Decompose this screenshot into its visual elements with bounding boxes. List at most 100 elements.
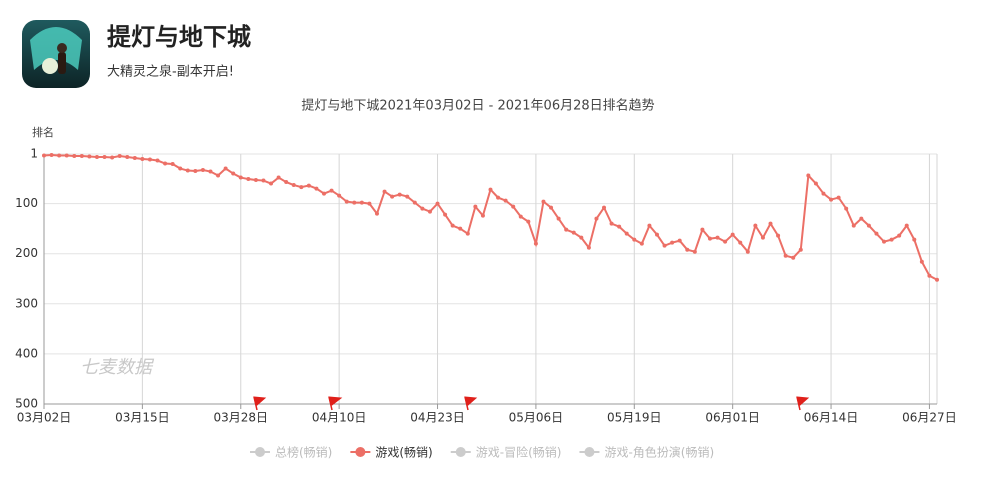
data-point xyxy=(549,205,554,210)
data-point xyxy=(163,161,168,166)
data-point xyxy=(753,223,758,228)
data-point xyxy=(359,200,364,205)
data-point xyxy=(117,154,122,159)
data-point xyxy=(859,216,864,221)
data-point xyxy=(140,157,145,162)
data-point xyxy=(692,249,697,254)
data-point xyxy=(866,223,871,228)
data-point xyxy=(624,231,629,236)
data-point xyxy=(935,277,939,282)
y-tick-label: 100 xyxy=(15,196,38,210)
data-point xyxy=(178,166,183,171)
data-point xyxy=(193,169,198,174)
x-tick-label: 06月14日 xyxy=(804,411,859,425)
flag xyxy=(464,396,478,411)
data-point xyxy=(344,199,349,204)
legend-item[interactable]: 游戏-冒险(畅销) xyxy=(450,445,562,460)
x-tick-label: 04月23日 xyxy=(410,411,465,425)
data-point xyxy=(337,193,342,198)
data-point xyxy=(844,206,849,211)
data-point xyxy=(42,153,46,158)
data-point xyxy=(238,175,243,180)
data-point xyxy=(397,192,402,197)
data-point xyxy=(647,223,652,228)
data-point xyxy=(723,239,728,244)
data-point xyxy=(367,201,372,206)
data-point xyxy=(427,209,432,214)
data-point xyxy=(306,183,311,188)
data-point xyxy=(458,226,463,231)
data-point xyxy=(662,243,667,248)
data-point xyxy=(57,153,62,158)
y-tick-label: 300 xyxy=(15,296,38,310)
data-point xyxy=(791,255,796,260)
data-point xyxy=(715,235,720,240)
data-point xyxy=(64,153,69,158)
data-point xyxy=(813,181,818,186)
watermark: 七麦数据 xyxy=(80,357,155,378)
legend-label: 游戏-角色扮演(畅销) xyxy=(604,445,714,460)
legend-item[interactable]: 总榜(畅销) xyxy=(250,445,332,460)
data-point xyxy=(579,235,584,240)
legend-item[interactable]: 游戏(畅销) xyxy=(350,446,433,460)
event-flags xyxy=(253,396,810,411)
y-tick-label: 500 xyxy=(15,397,38,411)
data-point xyxy=(927,273,932,278)
x-tick-label: 05月19日 xyxy=(607,411,662,425)
legend-item[interactable]: 游戏-角色扮演(畅销) xyxy=(579,445,714,460)
data-point xyxy=(821,191,826,196)
data-point xyxy=(768,221,773,226)
data-point xyxy=(450,223,455,228)
data-point xyxy=(912,237,917,242)
data-point xyxy=(253,178,258,183)
data-point xyxy=(170,162,175,167)
data-point xyxy=(352,200,357,205)
legend-marker xyxy=(255,447,265,457)
x-tick-label: 03月28日 xyxy=(213,411,268,425)
data-point xyxy=(836,195,841,200)
data-point xyxy=(382,189,387,194)
legend-label: 总榜(畅销) xyxy=(275,445,332,460)
data-point xyxy=(919,259,924,264)
data-point xyxy=(829,197,834,202)
data-point xyxy=(496,195,501,200)
data-point xyxy=(322,191,327,196)
flag xyxy=(796,396,810,411)
legend: 总榜(畅销) 游戏(畅销) 游戏-冒险(畅销) 游戏-角色扮演(畅销) xyxy=(250,445,714,460)
data-point xyxy=(488,187,493,192)
data-point xyxy=(79,154,84,159)
flag xyxy=(253,396,267,411)
data-point xyxy=(216,173,221,178)
flag xyxy=(328,396,343,411)
data-point xyxy=(617,224,622,229)
data-point xyxy=(269,181,274,186)
data-point xyxy=(670,240,675,245)
chart-title: 提灯与地下城2021年03月02日 - 2021年06月28日排名趋势 xyxy=(301,98,654,114)
app-subtitle: 大精灵之泉-副本开启! xyxy=(107,64,234,80)
data-point xyxy=(533,241,538,246)
data-point xyxy=(94,155,99,160)
data-point xyxy=(798,247,803,252)
data-point xyxy=(291,183,296,188)
data-point xyxy=(609,221,614,226)
x-tick-label: 05月06日 xyxy=(509,411,564,425)
data-point xyxy=(511,204,516,209)
legend-marker xyxy=(455,447,466,457)
data-point xyxy=(200,168,205,173)
data-point xyxy=(185,168,190,173)
data-point xyxy=(473,204,478,209)
legend-label: 游戏(畅销) xyxy=(375,446,432,460)
data-point xyxy=(102,155,107,160)
data-point xyxy=(420,206,425,211)
data-point xyxy=(443,212,448,217)
data-point xyxy=(889,237,894,242)
y-tick-label: 1 xyxy=(30,147,38,161)
data-point xyxy=(246,177,251,182)
data-point xyxy=(571,230,576,235)
data-point xyxy=(685,247,690,252)
data-point xyxy=(594,216,599,221)
data-point xyxy=(110,155,115,160)
x-tick-label: 06月27日 xyxy=(902,411,957,425)
